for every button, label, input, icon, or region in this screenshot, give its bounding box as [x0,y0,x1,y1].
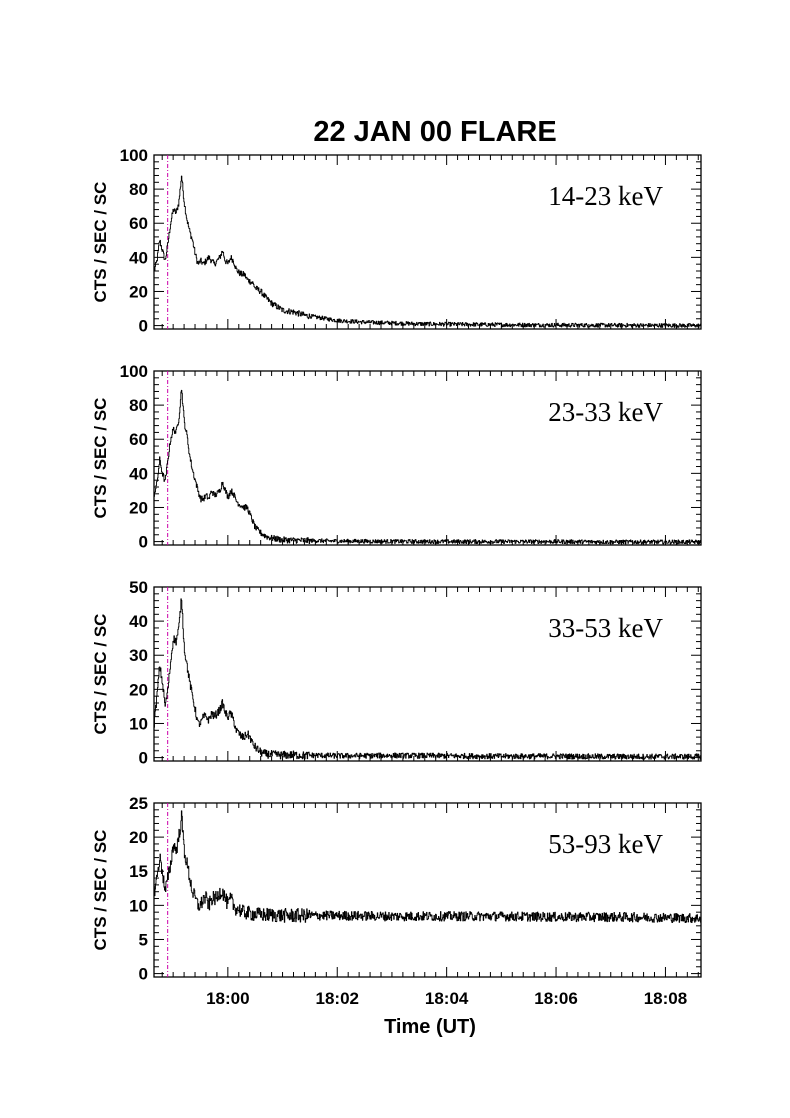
energy-band-label: 14-23 keV [548,181,663,211]
y-tick-label: 100 [120,146,148,165]
y-tick-label: 80 [129,180,148,199]
y-tick-label: 100 [120,362,148,381]
x-axis-label: Time (UT) [384,1016,476,1038]
y-axis-label: CTS / SEC / SC [91,182,110,303]
y-tick-label: 20 [129,498,148,517]
y-tick-label: 20 [129,680,148,699]
x-tick-label: 18:00 [206,989,249,1008]
y-tick-label: 20 [129,282,148,301]
energy-band-label: 53-93 keV [548,829,663,859]
y-tick-label: 10 [129,714,148,733]
y-tick-label: 40 [129,612,148,631]
y-tick-label: 60 [129,430,148,449]
x-tick-label: 18:04 [425,989,469,1008]
y-tick-label: 0 [139,317,148,336]
x-tick-label: 18:06 [534,989,577,1008]
y-tick-label: 50 [129,578,148,597]
y-tick-label: 40 [129,464,148,483]
y-axis-label: CTS / SEC / SC [91,614,110,735]
y-tick-label: 20 [129,828,148,847]
panel-2: 0 20 40 60 80 100 CTS / SEC / SC 23-33 keV [91,362,702,552]
x-tick-label: 18:02 [316,989,359,1008]
energy-band-label: 33-53 keV [548,613,663,643]
y-tick-label: 25 [129,794,148,813]
y-tick-label: 0 [139,965,148,984]
y-tick-label: 0 [139,533,148,552]
panel-3: 0 10 20 30 40 50 CTS / SEC / SC 33-53 keV [91,578,702,768]
panel-4: 0 5 10 15 20 25 CTS / SEC / SC 53-93 keV 18:00 18… [91,794,702,1008]
energy-band-label: 23-33 keV [548,397,663,427]
plot-frame [153,370,702,546]
series-line [154,389,702,545]
y-tick-label: 60 [129,214,148,233]
x-tick-label: 18:08 [644,989,687,1008]
series-line [154,598,702,760]
panel-1: 0 20 40 60 80 100 CTS / SEC / SC 14-23 keV [91,146,702,336]
series-line [154,175,702,328]
y-axis-label: CTS / SEC / SC [91,398,110,519]
y-axis-label: CTS / SEC / SC [91,830,110,951]
y-tick-label: 10 [129,896,148,915]
plot-frame [153,154,702,330]
y-tick-label: 80 [129,396,148,415]
series-line [154,810,702,924]
y-tick-label: 30 [129,646,148,665]
y-tick-label: 0 [139,749,148,768]
plot-frame [153,802,702,978]
y-tick-label: 40 [129,248,148,267]
chart-title: 22 JAN 00 FLARE [313,116,556,148]
y-tick-label: 5 [139,930,148,949]
y-tick-label: 15 [129,862,148,881]
plot-frame [153,586,702,762]
